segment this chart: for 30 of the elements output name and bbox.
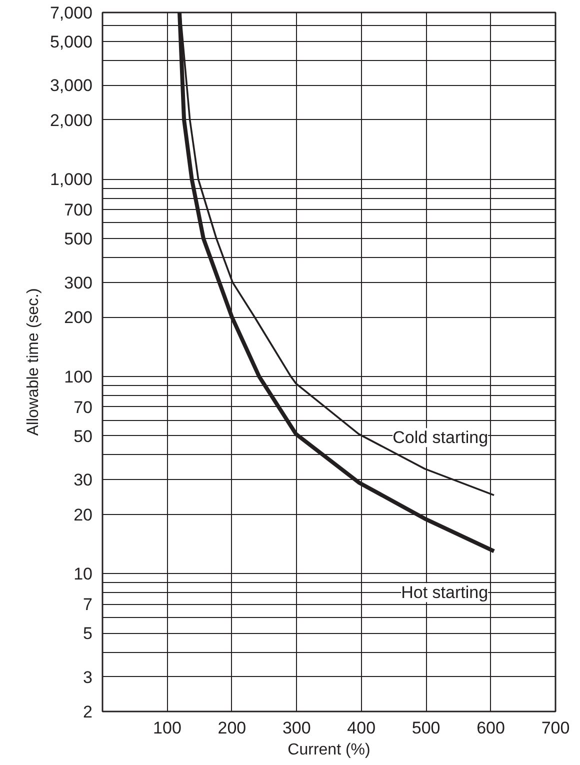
x-tick-label: 400 [347, 718, 376, 738]
y-tick-label: 70 [74, 398, 93, 417]
y-tick-label: 7,000 [50, 4, 93, 22]
y-tick-label: 5 [83, 624, 93, 644]
y-tick-label: 2 [83, 702, 93, 722]
x-tick-label: 200 [218, 718, 246, 738]
y-axis-title: Allowable time (sec.) [24, 288, 42, 436]
y-tick-label: 500 [64, 230, 93, 249]
y-tick-label: 50 [74, 426, 93, 446]
y-tick-label: 7 [83, 595, 93, 614]
y-tick-label: 5,000 [50, 32, 93, 52]
y-tick-label: 300 [64, 273, 93, 292]
y-tick-label: 700 [64, 200, 93, 220]
y-tick-label: 100 [64, 367, 93, 386]
x-tick-label: 100 [153, 718, 182, 738]
series-label: Cold starting [392, 428, 488, 448]
y-tick-label: 20 [74, 505, 93, 524]
x-axis-title: Current (%) [288, 742, 370, 758]
x-tick-label: 700 [541, 718, 570, 738]
y-tick-label: 1,000 [50, 170, 93, 190]
y-tick-label: 200 [64, 308, 93, 328]
x-tick-label: 300 [282, 718, 311, 738]
y-tick-label: 30 [74, 470, 93, 490]
y-tick-label: 10 [74, 564, 93, 584]
x-tick-label: 600 [476, 718, 505, 738]
y-tick-label: 3 [83, 668, 93, 687]
y-tick-label: 2,000 [50, 110, 93, 130]
y-tick-label: 3,000 [50, 76, 93, 96]
series-label: Hot starting [401, 583, 488, 602]
x-tick-label: 500 [412, 718, 440, 738]
